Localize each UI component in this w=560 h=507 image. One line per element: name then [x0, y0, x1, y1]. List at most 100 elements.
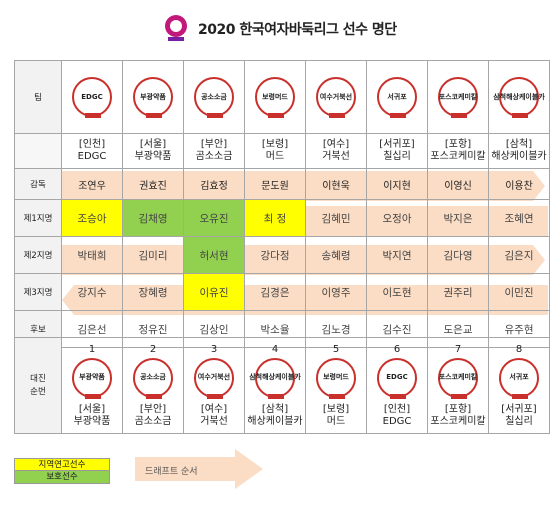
- coach-name: 이영신: [427, 168, 489, 200]
- team-emblem-icon: 부광약품: [133, 77, 173, 118]
- roster-table: 팀 EDGC 부광약품 공소소금 보령머드 여수거북선 서귀포 포스코케미칼 삼척해상케이블카…: [14, 60, 550, 348]
- order-team-emblem-icon-ribbon: [512, 393, 528, 399]
- legend-local-player: 지역연고선수: [14, 458, 110, 471]
- page-title: 2020 한국여자바둑리그 선수 명단: [198, 22, 397, 38]
- match-order-cell: 8 서귀포 [서귀포] 칠십리: [488, 337, 550, 434]
- player-p1: 조혜연: [488, 199, 550, 237]
- player-name: 김상인: [199, 323, 229, 336]
- order-team-name: 해상케이블카: [247, 415, 303, 427]
- order-team-emblem-icon-ribbon: [451, 393, 467, 399]
- order-team-region: [서울]: [78, 403, 106, 415]
- team-name: 칠십리: [383, 151, 411, 162]
- team-name: 머드: [265, 151, 285, 162]
- team-emblem-icon-text: 부광약품: [140, 92, 166, 101]
- match-order-cell: 3 여수거북선 [여수] 거북선: [183, 337, 245, 434]
- player-name: 최 정: [263, 212, 287, 225]
- team-name-cell: [인천] EDGC: [61, 133, 123, 169]
- order-team-emblem-icon-text: 여수거북선: [197, 373, 231, 381]
- row-label-p1: 제1지명: [14, 199, 62, 237]
- team-emblem-icon: EDGC: [72, 77, 112, 118]
- player-name: 김채영: [138, 212, 168, 225]
- team-emblem-icon: 보령머드: [255, 77, 295, 118]
- coach-name: 문도원: [244, 168, 306, 200]
- team-name-cell: [삼척] 해상케이블카: [488, 133, 550, 169]
- order-team-emblem-icon-text: 서귀포: [509, 373, 529, 381]
- player-p1: 박지은: [427, 199, 489, 237]
- row-team: 팀 EDGC 부광약품 공소소금 보령머드 여수거북선 서귀포 포스코케미칼 삼척해상케이블카: [14, 60, 550, 134]
- row-p3: 제3지명 강지수 장혜령 이유진 김경은 이영주 이도현 권주리 이민진: [14, 273, 550, 311]
- row-coach: 감독 조연우 권효진 김효정 문도원 이현욱 이지현 이영신 이용찬: [14, 168, 550, 200]
- player-name: 김다영: [443, 249, 473, 262]
- order-team-region: [서귀포]: [501, 403, 537, 415]
- match-order-cell: 5 보령머드 [보령] 머드: [305, 337, 367, 434]
- order-team-region: [포항]: [444, 403, 472, 415]
- player-p1: 김혜민: [305, 199, 367, 237]
- order-team-emblem-icon: 여수거북선: [194, 357, 234, 399]
- order-team-emblem-icon: EDGC: [377, 357, 417, 399]
- order-team-name: 포스코케미칼: [430, 415, 486, 427]
- coach-name: 김효정: [183, 168, 245, 200]
- order-team-emblem-icon-text: 부광약품: [79, 373, 105, 381]
- coach-name: 이현욱: [305, 168, 367, 200]
- player-name: 조승아: [77, 212, 107, 225]
- order-team-emblem-icon-ribbon: [329, 393, 345, 399]
- team-name-cell: [포항] 포스코케미칼: [427, 133, 489, 169]
- player-name: 오유진: [199, 212, 229, 225]
- player-p2: 강다정: [244, 236, 306, 274]
- order-team-region: [인천]: [383, 403, 411, 415]
- team-emblem-icon-text: 공소소금: [201, 92, 227, 101]
- coach-name: 이지현: [366, 168, 428, 200]
- coach-name: 권효진: [122, 168, 184, 200]
- player-name: 이도현: [382, 286, 412, 299]
- coach-name: 조연우: [61, 168, 123, 200]
- match-order-table: 대진 순번 1 부광약품 [서울] 부광약품 2 공소소금 [부안] 곰소소금 3 여수거북선 [여…: [14, 337, 550, 434]
- team-emblem-icon-ribbon: [512, 113, 528, 118]
- player-p3: 김경은: [244, 273, 306, 311]
- row-label-coach: 감독: [14, 168, 62, 200]
- player-p3: 이유진: [183, 273, 245, 311]
- player-name: 김은지: [504, 249, 534, 262]
- order-team-name: 곰소소금: [134, 415, 172, 427]
- order-team-name: 칠십리: [505, 415, 533, 427]
- team-emblem-icon-text: EDGC: [81, 92, 103, 101]
- team-emblem-icon: 포스코케미칼: [438, 77, 478, 118]
- header: 2020 한국여자바둑리그 선수 명단: [0, 14, 560, 44]
- match-order-cell: 6 EDGC [인천] EDGC: [366, 337, 428, 434]
- player-name: 김미리: [138, 249, 168, 262]
- team-emblem-icon-ribbon: [146, 113, 162, 118]
- player-name: 정유진: [138, 323, 168, 336]
- team-emblem-icon-ribbon: [390, 113, 406, 118]
- player-name: 강지수: [77, 286, 107, 299]
- row-p1: 제1지명 조승아 김채영 오유진 최 정 김혜민 오정아 박지은 조혜연: [14, 199, 550, 237]
- order-team-name: 부광약품: [73, 415, 111, 427]
- row-label-p3: 제3지명: [14, 273, 62, 311]
- team-emblem-icon-ribbon: [85, 113, 101, 118]
- player-name: 이영주: [321, 286, 351, 299]
- team-logo-cell: 포스코케미칼: [427, 60, 489, 134]
- order-team-emblem-icon: 부광약품: [72, 357, 112, 399]
- order-number: 4: [271, 343, 279, 355]
- player-p1: 오정아: [366, 199, 428, 237]
- order-number: 5: [332, 343, 340, 355]
- team-emblem-icon-text: 삼척해상케이블카: [493, 92, 545, 101]
- order-team-region: [삼척]: [261, 403, 289, 415]
- order-number: 6: [393, 343, 401, 355]
- order-number: 8: [515, 343, 523, 355]
- order-team-region: [여수]: [200, 403, 228, 415]
- draft-arrow-icon: [135, 449, 263, 489]
- team-emblem-icon: 여수거북선: [316, 77, 356, 118]
- order-team-name: 거북선: [200, 415, 228, 427]
- player-p1: 조승아: [61, 199, 123, 237]
- team-name-cell: [부안] 곰소소금: [183, 133, 245, 169]
- order-team-emblem-icon: 포스코케미칼: [438, 357, 478, 399]
- team-region: [부안]: [200, 139, 228, 150]
- order-team-emblem-icon-text: EDGC: [386, 373, 408, 381]
- team-name: 해상케이블카: [491, 151, 547, 162]
- order-team-region: [부안]: [139, 403, 167, 415]
- team-region: [포항]: [444, 139, 472, 150]
- row-label-blank: [14, 133, 62, 169]
- player-p2: 김미리: [122, 236, 184, 274]
- player-p2: 박지연: [366, 236, 428, 274]
- player-p1: 김채영: [122, 199, 184, 237]
- order-team-emblem-icon-ribbon: [85, 393, 101, 399]
